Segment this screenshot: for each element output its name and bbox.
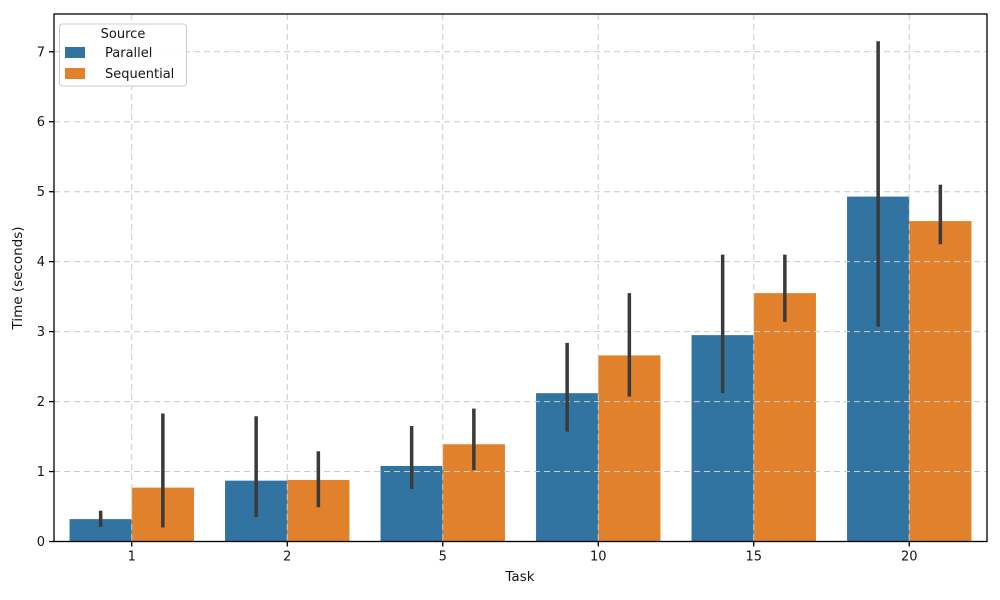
plot-border [53,13,988,543]
bar-sequential-task-15 [753,293,816,542]
bars-layer [69,196,972,542]
x-tick-label-5: 5 [439,550,447,565]
legend-box [59,23,187,87]
tick-marks-layer [49,51,910,547]
legend-label-parallel: Parallel [105,46,152,61]
x-tick-label-1: 1 [128,550,136,565]
x-tick-label-10: 10 [590,550,607,565]
y-tick-label-0: 0 [37,535,45,550]
y-axis-label: Time (seconds) [10,226,26,330]
y-tick-label-1: 1 [37,465,45,480]
legend-swatch-sequential [65,68,85,79]
y-tick-label-3: 3 [37,325,45,340]
x-tick-label-15: 15 [745,550,762,565]
y-tick-label-6: 6 [37,115,45,130]
y-tick-label-5: 5 [37,185,45,200]
error-bars-layer [98,41,943,528]
legend-title: Source [101,27,146,42]
y-tick-label-4: 4 [37,255,45,270]
x-tick-label-2: 2 [283,550,291,565]
y-tick-label-2: 2 [37,395,45,410]
tick-labels-layer: 0 1 2 3 4 5 6 7 1 2 5 10 15 20 [37,45,918,564]
bar-sequential-task-20 [909,221,972,542]
legend-label-sequential: Sequential [105,67,174,82]
bar-parallel-task-1 [69,519,132,542]
gridlines-layer [54,14,987,542]
legend: Source Parallel Sequential [59,23,187,87]
legend-swatch-parallel [65,47,85,58]
y-tick-label-7: 7 [37,45,45,60]
x-axis-label: Task [504,569,534,585]
x-tick-label-20: 20 [901,550,918,565]
